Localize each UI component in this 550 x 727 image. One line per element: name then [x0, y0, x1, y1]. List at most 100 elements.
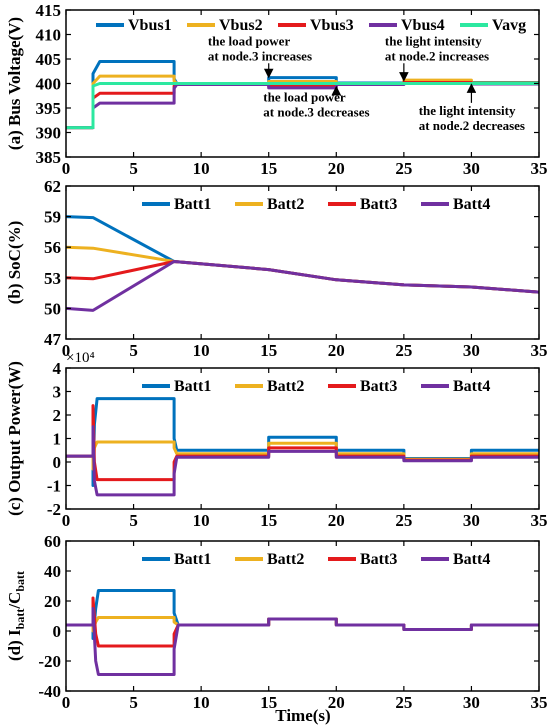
- panel-a-series-vavg: [66, 82, 539, 130]
- panel-c-x-tick-label: 5: [129, 511, 138, 530]
- panel-c-legend-label-batt3: Batt3: [360, 378, 397, 395]
- panel-d-legend-label-batt2: Batt2: [267, 551, 304, 568]
- panel-b-x-tick-label: 10: [193, 341, 210, 360]
- panel-d-x-tick-label: 5: [129, 693, 138, 712]
- panel-a-y-tick-label: 410: [36, 26, 62, 45]
- x-axis-title: Time(s): [275, 706, 330, 725]
- panel-b-axes-box: [65, 185, 540, 340]
- panel-a-y-tick-label: 385: [36, 148, 62, 167]
- panel-d-series-batt3: [66, 596, 539, 648]
- panel-b-y-tick-label: 50: [44, 299, 61, 318]
- panel-b-legend-label-batt4: Batt4: [453, 196, 490, 213]
- panel-a-legend-label-vavg: Vavg: [492, 17, 526, 34]
- panel-b-x-tick-label: 0: [62, 341, 71, 360]
- panel-a-annotation-text: at node.2 decreases: [419, 118, 525, 133]
- panel-a-y-tick-label: 405: [36, 50, 62, 69]
- panel-c-y-axis-title: (c) Output Power(W): [5, 361, 24, 516]
- panel-a-legend-label-vbus2: Vbus2: [219, 17, 263, 34]
- panel-d-y-axis-title: (d) Ibatt/Cbatt: [5, 571, 27, 661]
- panel-d-y-axis-title-sub: batt: [13, 571, 27, 592]
- panel-d-y-tick-label: 60: [44, 532, 61, 551]
- panel-a-y-tick-label: 395: [36, 99, 62, 118]
- panel-b-x-tick-label: 15: [260, 341, 277, 360]
- panel-d-legend-label-batt4: Batt4: [453, 551, 490, 568]
- panel-c-y-tick-label: -2: [47, 500, 61, 519]
- panel-c-y-tick-label: -1: [47, 477, 61, 496]
- panel-c-x-tick-label: 10: [193, 511, 210, 530]
- panel-a-annotation-text: the light intensity: [385, 33, 482, 48]
- panel-a-x-tick-label: 10: [193, 159, 210, 178]
- panel-c-y-tick-label: 0: [53, 453, 62, 472]
- panel-c-y-tick-label: 4: [53, 359, 62, 378]
- panel-a-y-tick-label: 415: [36, 1, 62, 20]
- panel-c-x-tick-label: 15: [260, 511, 277, 530]
- panel-a-annotation-text: at node.3 increases: [208, 48, 312, 63]
- panel-a-annotation-text: the light intensity: [419, 103, 516, 118]
- panel-c-legend-label-batt1: Batt1: [174, 378, 211, 395]
- panel-b-x-tick-label: 30: [463, 341, 480, 360]
- panel-a: 0 5 10 15 20 25 30 35 385 390 395 400 405 410 415 (a) B…: [5, 1, 548, 178]
- panel-a-x-tick-label: 20: [328, 159, 345, 178]
- panel-c-x-tick-label: 0: [62, 511, 71, 530]
- panel-a-x-tick-label: 25: [395, 159, 412, 178]
- panel-d-series-batt4: [66, 607, 539, 676]
- panel-c-x-tick-label: 25: [395, 511, 412, 530]
- panel-a-annotation-text: the load power: [208, 33, 291, 48]
- panel-a-x-tick-label: 0: [62, 159, 71, 178]
- panel-c-legend-label-batt4: Batt4: [453, 378, 490, 395]
- panel-d-y-axis-title-sub: batt: [13, 609, 27, 630]
- panel-b-legend-label-batt1: Batt1: [174, 196, 211, 213]
- panel-b-y-tick-label: 56: [44, 238, 61, 257]
- panel-a-annotation-text: at node.2 increases: [385, 48, 489, 63]
- panel-b-y-axis-title: (b) SoC(%): [5, 221, 24, 305]
- panel-c-x-tick-label: 20: [328, 511, 345, 530]
- panel-d-x-tick-label: 10: [193, 693, 210, 712]
- panel-a-legend-label-vbus3: Vbus3: [310, 17, 354, 34]
- panel-a-x-tick-label: 5: [129, 159, 138, 178]
- panel-a-y-axis-title: (a) Bus Voltage(V): [5, 17, 24, 150]
- panel-d-y-tick-label: -40: [38, 682, 61, 701]
- panel-d-legend-label-batt3: Batt3: [360, 551, 397, 568]
- panel-c-x-tick-label: 30: [463, 511, 480, 530]
- panel-d-x-tick-label: 20: [328, 693, 345, 712]
- panel-b-x-tick-label: 25: [395, 341, 412, 360]
- panel-c-series-batt4: [66, 425, 539, 497]
- panel-b-x-tick-label: 5: [129, 341, 138, 360]
- panel-d-x-tick-label: 35: [531, 693, 548, 712]
- panel-c-legend-label-batt2: Batt2: [267, 378, 304, 395]
- panel-b-legend-label-batt2: Batt2: [267, 196, 304, 213]
- panel-d-axes-box: [65, 540, 540, 692]
- panel-d-y-tick-label: 40: [44, 562, 61, 581]
- panel-d-x-tick-label: 30: [463, 693, 480, 712]
- panel-a-annotation-text: at node.3 decreases: [263, 105, 369, 120]
- panel-b-y-tick-label: 47: [44, 330, 62, 349]
- panel-a-legend-label-vbus1: Vbus1: [128, 17, 172, 34]
- panel-d-y-axis-title-part: /C: [5, 592, 24, 610]
- panel-d-y-tick-label: 20: [44, 592, 61, 611]
- panel-d-y-tick-label: -20: [38, 652, 61, 671]
- panel-d-y-axis-title-part: (d) I: [5, 629, 24, 661]
- panel-d-series-batt1: [66, 589, 539, 640]
- panel-c-y-tick-label: 3: [53, 383, 62, 402]
- panel-b-y-tick-label: 62: [44, 177, 61, 196]
- panel-a-y-tick-label: 400: [36, 75, 62, 94]
- panel-d-x-tick-label: 15: [260, 693, 277, 712]
- panel-a-x-tick-label: 35: [531, 159, 548, 178]
- panel-c-y-tick-label: 2: [53, 406, 62, 425]
- panel-a-legend-label-vbus4: Vbus4: [401, 17, 445, 34]
- panel-c-y-tick-label: 1: [53, 430, 62, 449]
- panel-b-x-tick-label: 35: [531, 341, 548, 360]
- panel-b-y-tick-label: 53: [44, 269, 61, 288]
- panel-d-legend-label-batt1: Batt1: [174, 551, 211, 568]
- panel-b-legend-label-batt3: Batt3: [360, 196, 397, 213]
- panel-a-x-tick-label: 30: [463, 159, 480, 178]
- panel-a-y-tick-label: 390: [36, 124, 62, 143]
- panel-b: 0 5 10 15 20 25 30 35 47 50 53 56 59 62 (b) SoC(%) Batt…: [5, 177, 548, 360]
- panel-c-exponent-label: ×10⁴: [66, 350, 95, 366]
- panel-b-x-tick-label: 20: [328, 341, 345, 360]
- panel-d-x-tick-label: 25: [395, 693, 412, 712]
- panel-c-series-batt2: [66, 440, 539, 471]
